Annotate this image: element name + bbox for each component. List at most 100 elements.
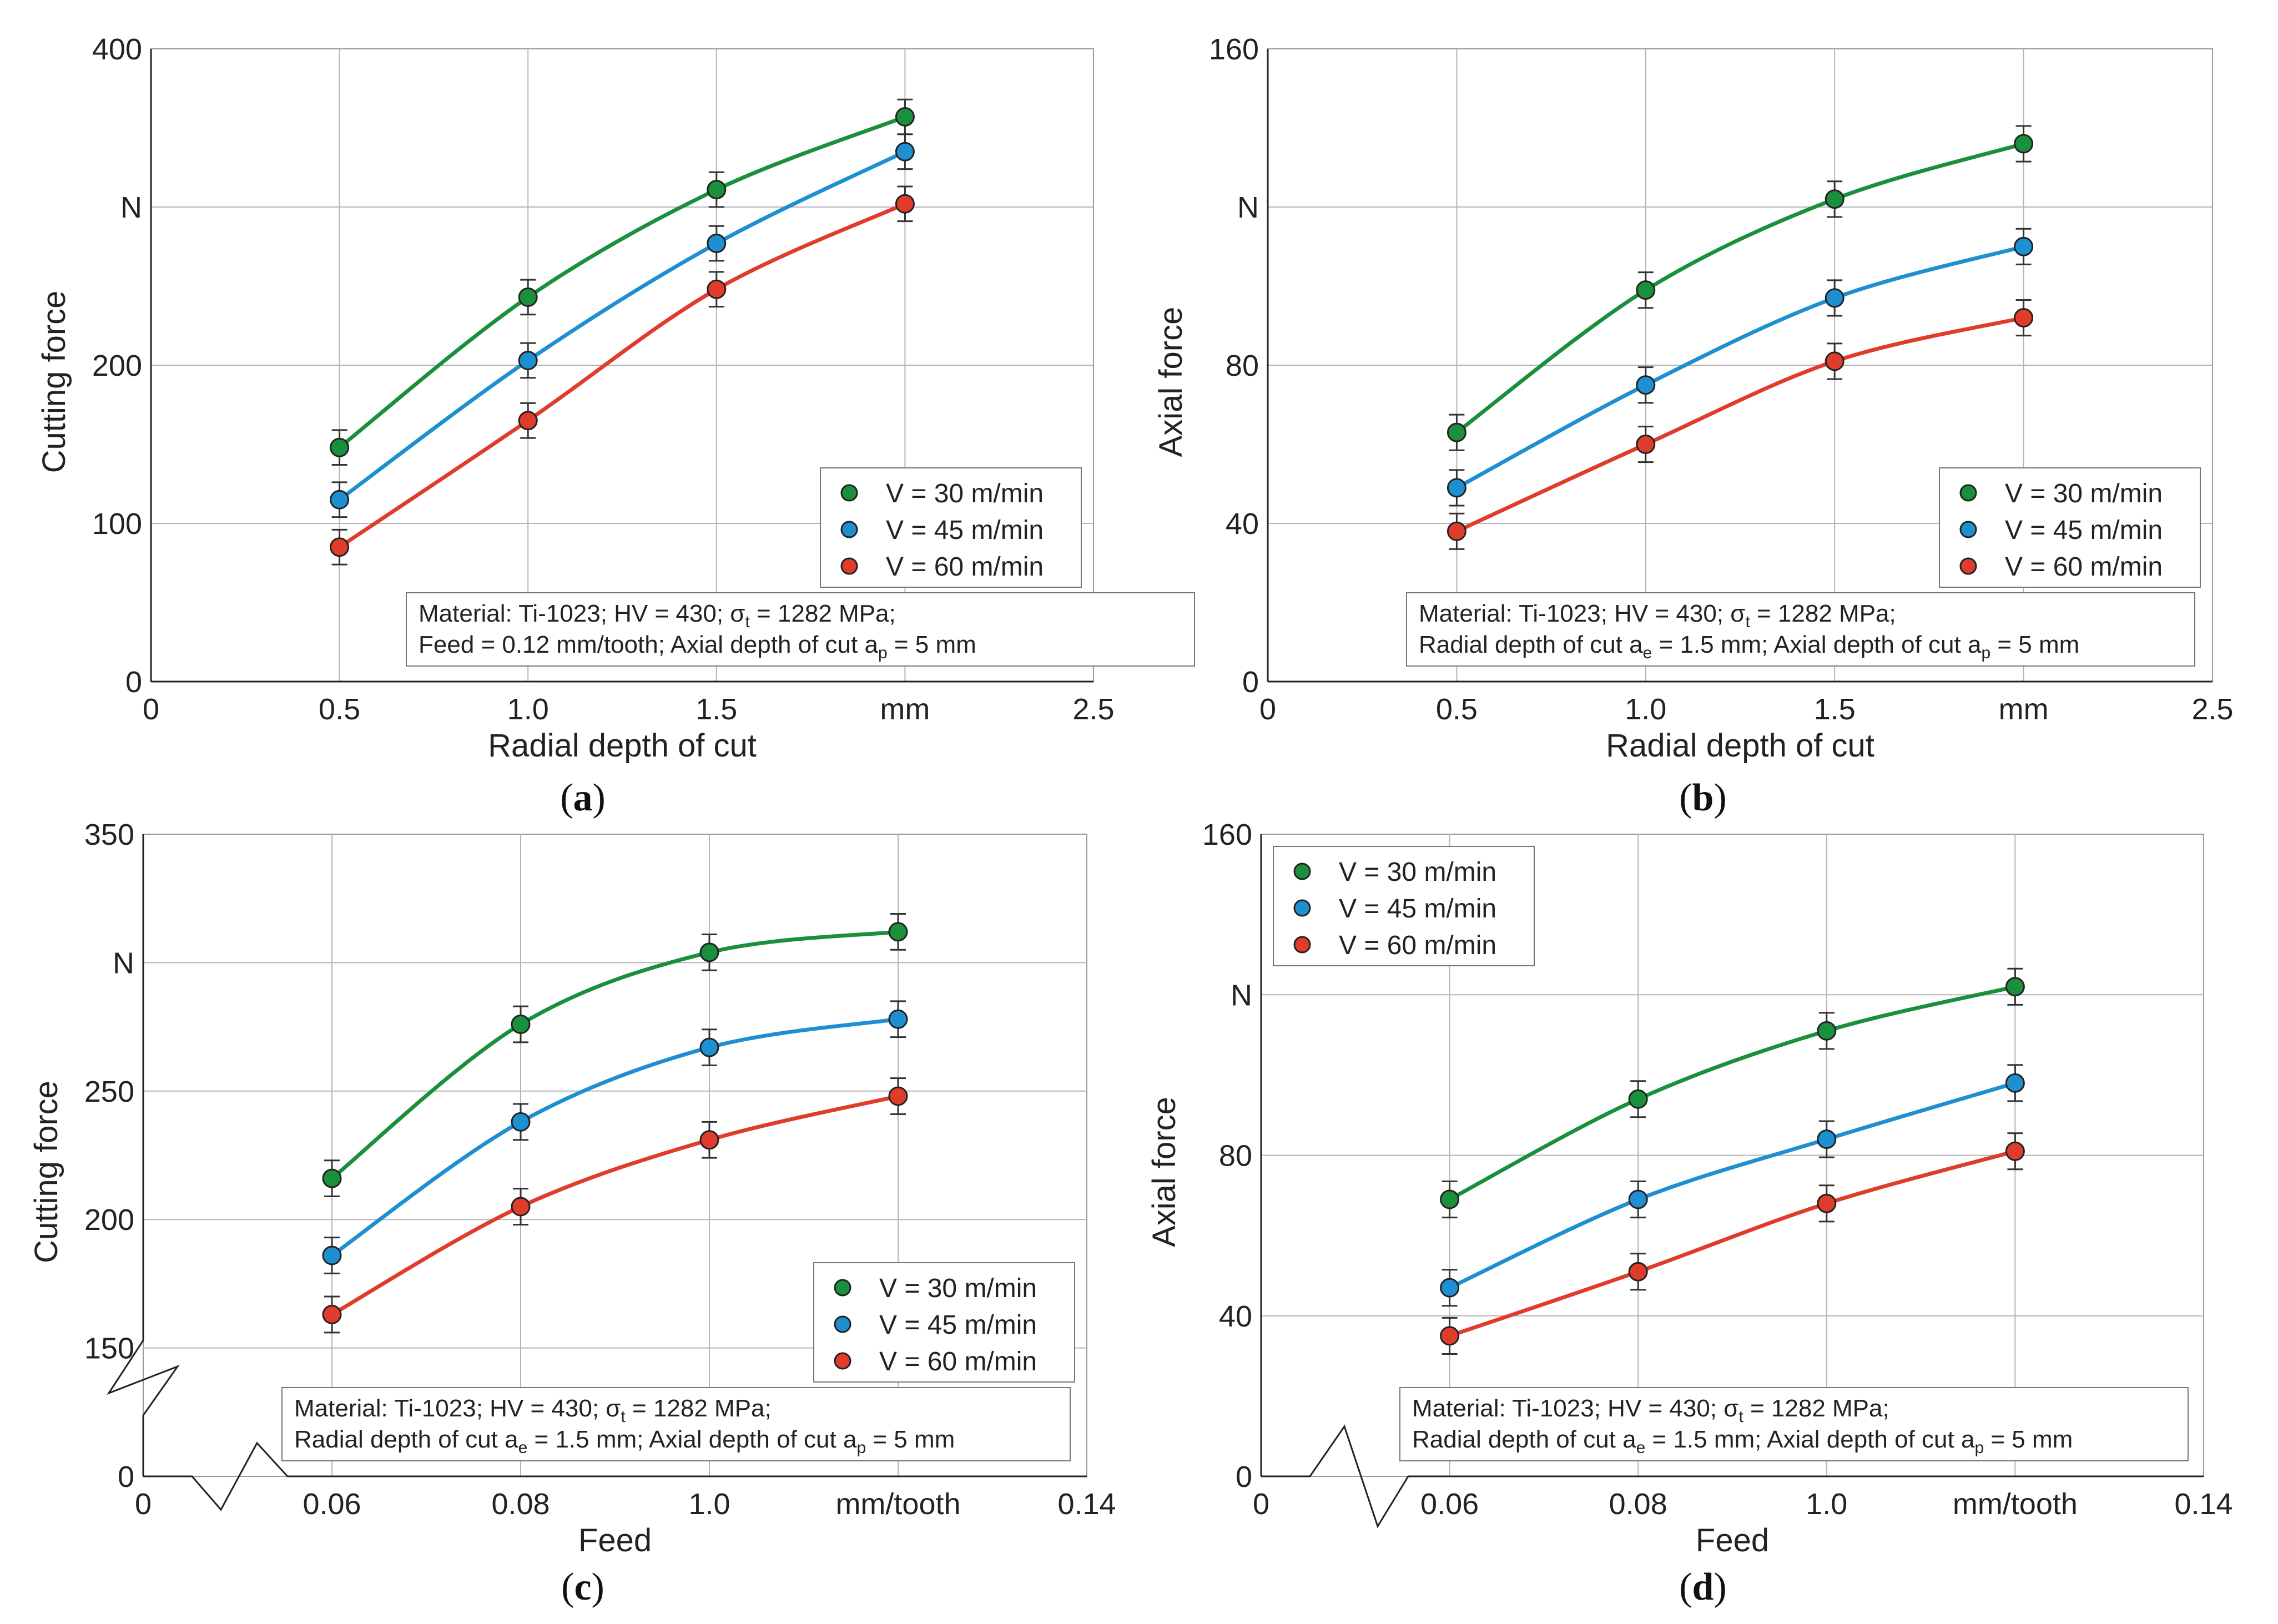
axes [1260, 834, 2204, 1529]
legend-label: V = 60 m/min [879, 1347, 1037, 1376]
x-axis-break-line [1261, 1424, 2204, 1529]
legend: V = 30 m/min V = 45 m/min V = 60 m/min [813, 1262, 1075, 1383]
x-tick-label: 1.0 [1625, 693, 1666, 726]
x-tick-label: mm/tooth [835, 1487, 960, 1521]
data-point [322, 1304, 342, 1324]
series-line [1449, 1149, 2016, 1338]
chart-panel-d: 0 0.06 0.08 1.0 mm/tooth 0.14 0 40 80 N 160 Feed Axi… [1146, 818, 2233, 1608]
y-tick-label: 160 [1202, 818, 1252, 851]
x-tick-label: mm [1999, 693, 2049, 726]
legend-label: V = 30 m/min [879, 1274, 1037, 1303]
series-line [330, 930, 899, 1180]
y-tick-label: 0 [1236, 1460, 1252, 1494]
x-tick-label: 0 [143, 693, 159, 726]
note-box [406, 592, 1195, 667]
x-axis-title: Feed [578, 1522, 652, 1559]
y-tick-label: 0 [118, 1460, 134, 1494]
legend: V = 30 m/min V = 45 m/min V = 60 m/min [820, 467, 1082, 588]
data-point [1825, 288, 1844, 308]
series-line [1449, 1081, 2016, 1290]
y-tick-label: 150 [84, 1332, 134, 1365]
series-line [1455, 316, 2024, 533]
data-point [518, 287, 538, 307]
axes [150, 49, 1093, 683]
x-tick-label: mm [880, 693, 930, 726]
data-point [895, 142, 915, 162]
x-axis-title: Radial depth of cut [488, 728, 757, 764]
note-line-1: Material: Ti-1023; HV = 430; σt = 1282 M… [1412, 1395, 1889, 1426]
legend-label: V = 45 m/min [2005, 516, 2163, 545]
data-point [1447, 478, 1466, 498]
data-point [330, 490, 350, 510]
series-1 [330, 98, 915, 466]
conditions-note: Material: Ti-1023; HV = 430; σt = 1282 M… [406, 592, 1195, 667]
y-tick-label: N [120, 191, 142, 224]
note-box [1406, 592, 2195, 667]
y-tick-label: 40 [1219, 1300, 1252, 1333]
series-line [331, 1094, 899, 1317]
x-tick-label: 0.06 [303, 1487, 361, 1521]
x-tick-label: 1.5 [1814, 693, 1856, 726]
conditions-note: Material: Ti-1023; HV = 430; σt = 1282 M… [1399, 1387, 2189, 1461]
x-tick-label: 0 [1259, 693, 1276, 726]
y-axis-title: Cutting force [28, 1081, 64, 1263]
legend-marker [840, 557, 858, 575]
data-point [2005, 977, 2025, 997]
legend-marker [840, 484, 858, 502]
data-point [699, 1130, 719, 1150]
series-line [338, 202, 906, 549]
data-point [2014, 134, 2034, 154]
data-point [888, 1086, 908, 1106]
data-point [1440, 1326, 1460, 1346]
legend-marker [834, 1279, 851, 1297]
y-tick-label: 200 [84, 1203, 134, 1237]
legend: V = 30 m/min V = 45 m/min V = 60 m/min [1273, 846, 1535, 966]
legend-label: V = 30 m/min [1339, 858, 1496, 887]
data-point [518, 350, 538, 370]
legend: V = 30 m/min V = 45 m/min V = 60 m/min [1939, 467, 2201, 588]
legend-marker [834, 1352, 851, 1370]
data-point [322, 1245, 342, 1265]
conditions-note: Material: Ti-1023; HV = 430; σt = 1282 M… [1406, 592, 2195, 667]
series-1 [1447, 125, 2034, 451]
data-point [1817, 1021, 1837, 1041]
note-line-2: Radial depth of cut ae = 1.5 mm; Axial d… [294, 1426, 955, 1457]
data-point [518, 411, 538, 431]
y-tick-label: 250 [84, 1075, 134, 1108]
y-tick-label: 200 [92, 349, 142, 382]
y-axis-break-line [107, 834, 180, 1476]
legend-marker [1293, 899, 1311, 917]
data-point [1825, 189, 1844, 209]
y-tick-label: 350 [84, 818, 134, 851]
data-point [707, 279, 727, 299]
x-tick-label: 0 [135, 1487, 152, 1521]
series-3 [1440, 1132, 2025, 1355]
y-tick-label: 80 [1219, 1139, 1252, 1173]
x-tick-label: 1.0 [1806, 1487, 1847, 1521]
legend-box [820, 467, 1082, 588]
legend-box [1273, 846, 1535, 966]
series-3 [322, 1077, 908, 1334]
data-point [1636, 280, 1656, 300]
legend-label: V = 60 m/min [2005, 552, 2163, 582]
x-tick-label: 0 [1253, 1487, 1269, 1521]
y-tick-label: N [1231, 979, 1252, 1012]
data-point [511, 1197, 531, 1217]
series-2 [1447, 228, 2034, 507]
axes [1267, 49, 2213, 683]
data-point [511, 1112, 531, 1132]
legend-label: V = 45 m/min [1339, 894, 1496, 924]
grid [1261, 834, 2204, 1476]
data-point [1817, 1129, 1837, 1149]
series-line [1455, 244, 2024, 490]
y-tick-label: N [1237, 191, 1259, 224]
data-point [2005, 1141, 2025, 1161]
legend-marker [834, 1315, 851, 1333]
note-line-2: Feed = 0.12 mm/tooth; Axial depth of cut… [419, 631, 976, 662]
data-point [330, 437, 350, 457]
data-point [1628, 1089, 1648, 1109]
x-tick-label: 0.5 [319, 693, 360, 726]
data-point [2014, 308, 2034, 327]
legend-marker [1959, 521, 1977, 538]
